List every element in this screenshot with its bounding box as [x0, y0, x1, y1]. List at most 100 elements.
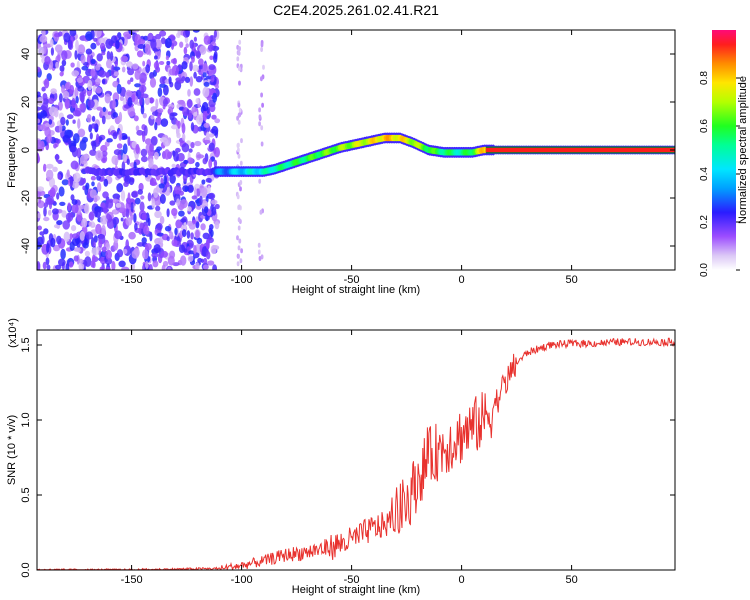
noise-blob [106, 138, 113, 143]
x-tick-label: -50 [344, 574, 360, 586]
noise-blob [195, 262, 200, 270]
noise-blob [42, 261, 47, 270]
noise-blob [178, 210, 185, 217]
noise-blob [237, 119, 241, 125]
noise-blob [98, 37, 106, 44]
noise-blob [95, 64, 101, 71]
noise-blob [89, 132, 93, 140]
snr-series-line [37, 337, 675, 570]
noise-blob [177, 30, 181, 36]
noise-blob [207, 185, 211, 194]
noise-blob [171, 239, 178, 247]
noise-blob [236, 194, 240, 200]
noise-blob [82, 136, 88, 143]
noise-blob [112, 112, 118, 118]
noise-blob [169, 200, 176, 206]
noise-blob [155, 66, 161, 73]
noise-blob [240, 248, 244, 254]
noise-blob [95, 133, 100, 144]
noise-blob [116, 249, 124, 258]
noise-blob [214, 147, 220, 158]
noise-blob [208, 133, 215, 138]
noise-blob [86, 114, 92, 123]
noise-blob [193, 88, 201, 96]
noise-blob [37, 106, 42, 111]
y-tick-label: -20 [20, 190, 32, 206]
noise-blob [173, 151, 179, 162]
noise-blob [115, 202, 122, 208]
noise-blob [107, 111, 112, 116]
colorbar-ticks: 0.0 0.2 0.4 0.6 0.8 [699, 71, 740, 277]
noise-blob [131, 191, 138, 198]
noise-blob [55, 61, 59, 69]
noise-blob [260, 92, 263, 98]
noise-blob [206, 251, 211, 260]
noise-blob [193, 112, 198, 117]
noise-blob [121, 66, 126, 73]
noise-blob [46, 242, 50, 253]
noise-blob [202, 232, 210, 240]
noise-blob [100, 144, 108, 153]
noise-blob [69, 175, 74, 187]
noise-blob [71, 233, 79, 239]
noise-blob [258, 107, 261, 113]
noise-blob [49, 187, 56, 198]
noise-blob [90, 123, 97, 129]
noise-blob [100, 215, 108, 225]
noise-blob [122, 97, 127, 107]
noise-blob [63, 32, 71, 43]
noise-blob [210, 199, 218, 205]
noise-blob [185, 30, 190, 38]
noise-blob [49, 38, 54, 48]
noise-blob [91, 247, 99, 256]
noise-blob [236, 235, 239, 241]
noise-blob [71, 70, 80, 77]
noise-blob [137, 44, 146, 49]
noise-blob [125, 217, 132, 226]
noise-blob [79, 91, 85, 103]
noise-blob [195, 161, 200, 168]
noise-blob [155, 33, 162, 40]
noise-blob [173, 185, 182, 195]
noise-blob [75, 39, 79, 51]
spectrogram-axes: -150 -100 -50 0 50 -40 -20 0 20 40 [20, 30, 675, 286]
noise-blob [70, 194, 75, 201]
noise-blob [141, 237, 147, 244]
noise-blob [237, 102, 241, 108]
noise-blob [238, 39, 242, 45]
noise-blob [82, 241, 89, 249]
noise-blob [257, 242, 261, 248]
snr-ylabel: SNR (10 * v/v) [6, 415, 18, 485]
noise-blob [177, 152, 185, 162]
noise-blob [159, 216, 165, 225]
noise-blob [52, 166, 58, 172]
noise-blob [120, 190, 126, 202]
noise-blob [165, 55, 169, 61]
noise-blob [67, 39, 73, 50]
noise-blob [85, 31, 93, 41]
noise-blob [82, 177, 86, 184]
noise-blob [141, 86, 145, 98]
noise-blob [90, 58, 96, 65]
noise-blob [237, 253, 240, 259]
noise-blob [135, 125, 140, 132]
noise-blob [46, 169, 54, 181]
noise-blob [199, 195, 203, 206]
noise-blob [202, 101, 209, 112]
noise-blob [102, 106, 107, 113]
noise-blob [126, 91, 133, 97]
noise-blob [114, 230, 122, 240]
noise-blob [105, 249, 112, 260]
noise-blob [194, 187, 197, 198]
noise-blob [258, 114, 262, 120]
noise-blob [148, 97, 155, 104]
noise-blob [65, 212, 74, 222]
noise-blob [149, 181, 158, 186]
noise-blob [141, 156, 148, 163]
noise-blob [61, 179, 69, 186]
noise-blob [134, 69, 141, 80]
noise-blob [145, 64, 151, 74]
x-tick-label: -150 [121, 574, 143, 586]
noise-blob [212, 264, 217, 270]
noise-blob [193, 244, 197, 255]
